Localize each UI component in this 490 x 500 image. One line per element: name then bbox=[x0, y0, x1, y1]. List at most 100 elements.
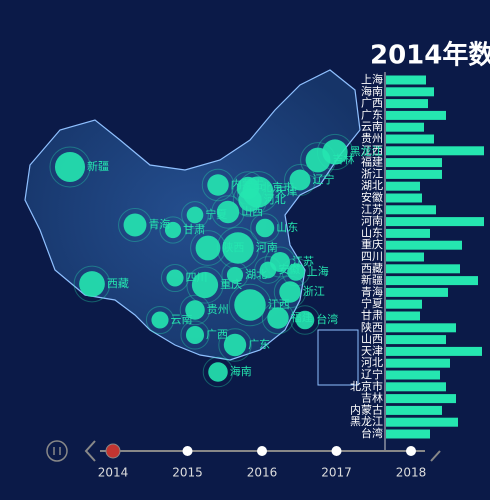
y-tick-label: 河南 bbox=[361, 215, 383, 228]
bubble-halo bbox=[211, 195, 245, 229]
map-label: 江苏 bbox=[292, 255, 314, 268]
y-tick-label: 青海 bbox=[361, 284, 383, 298]
y-tick-label: 贵州 bbox=[361, 132, 383, 145]
bubble-halo bbox=[202, 356, 234, 388]
bubble-halo bbox=[181, 201, 209, 229]
bubble bbox=[123, 213, 147, 237]
bubble bbox=[216, 200, 240, 224]
bar bbox=[386, 252, 424, 262]
bubble-halo bbox=[290, 305, 320, 335]
bubble bbox=[289, 169, 311, 191]
y-tick-label: 山西 bbox=[361, 333, 383, 346]
y-tick-label: 广东 bbox=[361, 108, 383, 121]
bar bbox=[386, 193, 422, 203]
y-tick-label: 江西 bbox=[361, 144, 383, 157]
bar bbox=[386, 264, 460, 274]
map-label: 贵州 bbox=[207, 303, 229, 316]
chart-title: 2014年数据 bbox=[370, 40, 490, 71]
bar bbox=[386, 134, 434, 144]
bubble bbox=[185, 325, 205, 345]
bar bbox=[386, 146, 484, 156]
bubble bbox=[287, 263, 305, 281]
bubble-halo bbox=[190, 230, 226, 266]
bubble bbox=[208, 362, 228, 382]
map-label: 广西 bbox=[206, 328, 228, 341]
bar bbox=[386, 99, 428, 109]
bubble-halo bbox=[231, 171, 265, 205]
bar bbox=[386, 358, 450, 368]
timeline-dot bbox=[406, 446, 416, 456]
bubble bbox=[234, 289, 266, 321]
bubble-halo bbox=[179, 294, 211, 326]
bar bbox=[386, 311, 420, 321]
y-tick-label: 云南 bbox=[361, 120, 383, 133]
y-tick-label: 黑龙江 bbox=[350, 415, 383, 428]
bubble-halo bbox=[73, 265, 111, 303]
y-tick-label: 江苏 bbox=[361, 203, 383, 216]
bubble bbox=[222, 232, 254, 264]
bubble-halo bbox=[228, 283, 272, 327]
map-label: 陕西 bbox=[222, 240, 244, 254]
map-label: 上海 bbox=[307, 264, 329, 278]
bar bbox=[386, 429, 430, 439]
bubble-halo bbox=[261, 301, 295, 335]
timeline-label: 2018 bbox=[396, 466, 427, 480]
bubble bbox=[151, 311, 169, 329]
bar bbox=[386, 299, 422, 309]
bar bbox=[386, 382, 446, 392]
y-tick-label: 台湾 bbox=[361, 426, 383, 440]
bubble bbox=[255, 218, 275, 238]
bar bbox=[386, 417, 458, 427]
map-label: 台湾 bbox=[316, 312, 338, 326]
timeline-dot bbox=[182, 446, 193, 456]
map-label: 江西 bbox=[268, 298, 290, 311]
bubble bbox=[166, 269, 184, 287]
map-label: 海南 bbox=[230, 364, 252, 378]
y-tick-label: 北京市 bbox=[350, 379, 383, 393]
map-label: 山东 bbox=[276, 221, 298, 234]
map-label: 青海 bbox=[148, 217, 170, 231]
bubble-halo bbox=[49, 146, 91, 188]
bar bbox=[386, 228, 430, 238]
timeline-label: 2017 bbox=[321, 466, 352, 480]
next-button[interactable] bbox=[430, 450, 441, 462]
bar bbox=[386, 394, 456, 404]
bubble bbox=[185, 300, 205, 320]
bubble bbox=[195, 235, 221, 261]
y-tick-label: 天津 bbox=[361, 344, 383, 357]
bar bbox=[386, 287, 448, 297]
bubble bbox=[236, 176, 260, 200]
map-label: 西藏 bbox=[107, 277, 129, 290]
map-label: 四川 bbox=[186, 271, 208, 284]
prev-button[interactable] bbox=[84, 440, 96, 462]
bubble-halo bbox=[118, 208, 152, 242]
y-tick-label: 浙江 bbox=[361, 167, 383, 180]
map-label: 河北 bbox=[264, 193, 286, 206]
y-tick-label: 重庆 bbox=[361, 237, 383, 251]
y-tick-label: 河北 bbox=[361, 356, 383, 369]
bar bbox=[386, 205, 436, 215]
bubble bbox=[270, 252, 290, 272]
bubble-halo bbox=[264, 246, 296, 278]
bar bbox=[386, 405, 442, 415]
y-tick-label: 吉林 bbox=[361, 391, 383, 405]
bubble bbox=[295, 310, 315, 330]
bubble bbox=[322, 139, 348, 165]
bar bbox=[386, 335, 446, 345]
bubble-halo bbox=[218, 328, 252, 362]
map-label: 浙江 bbox=[303, 285, 325, 298]
bubble-halo bbox=[250, 213, 280, 243]
map-label: 重庆 bbox=[220, 277, 242, 291]
map-label: 新疆 bbox=[87, 159, 109, 173]
y-tick-label: 甘肃 bbox=[361, 309, 383, 322]
y-tick-label: 西藏 bbox=[361, 262, 383, 275]
bar bbox=[386, 122, 424, 132]
bubble-halo bbox=[180, 320, 210, 350]
bubble bbox=[191, 271, 219, 299]
play-button[interactable] bbox=[46, 440, 68, 462]
bubble-halo bbox=[145, 305, 175, 335]
y-tick-label: 陕西 bbox=[361, 320, 383, 334]
map-label: 北京市 bbox=[261, 180, 294, 194]
bubble bbox=[267, 307, 289, 329]
bubble bbox=[164, 221, 182, 239]
